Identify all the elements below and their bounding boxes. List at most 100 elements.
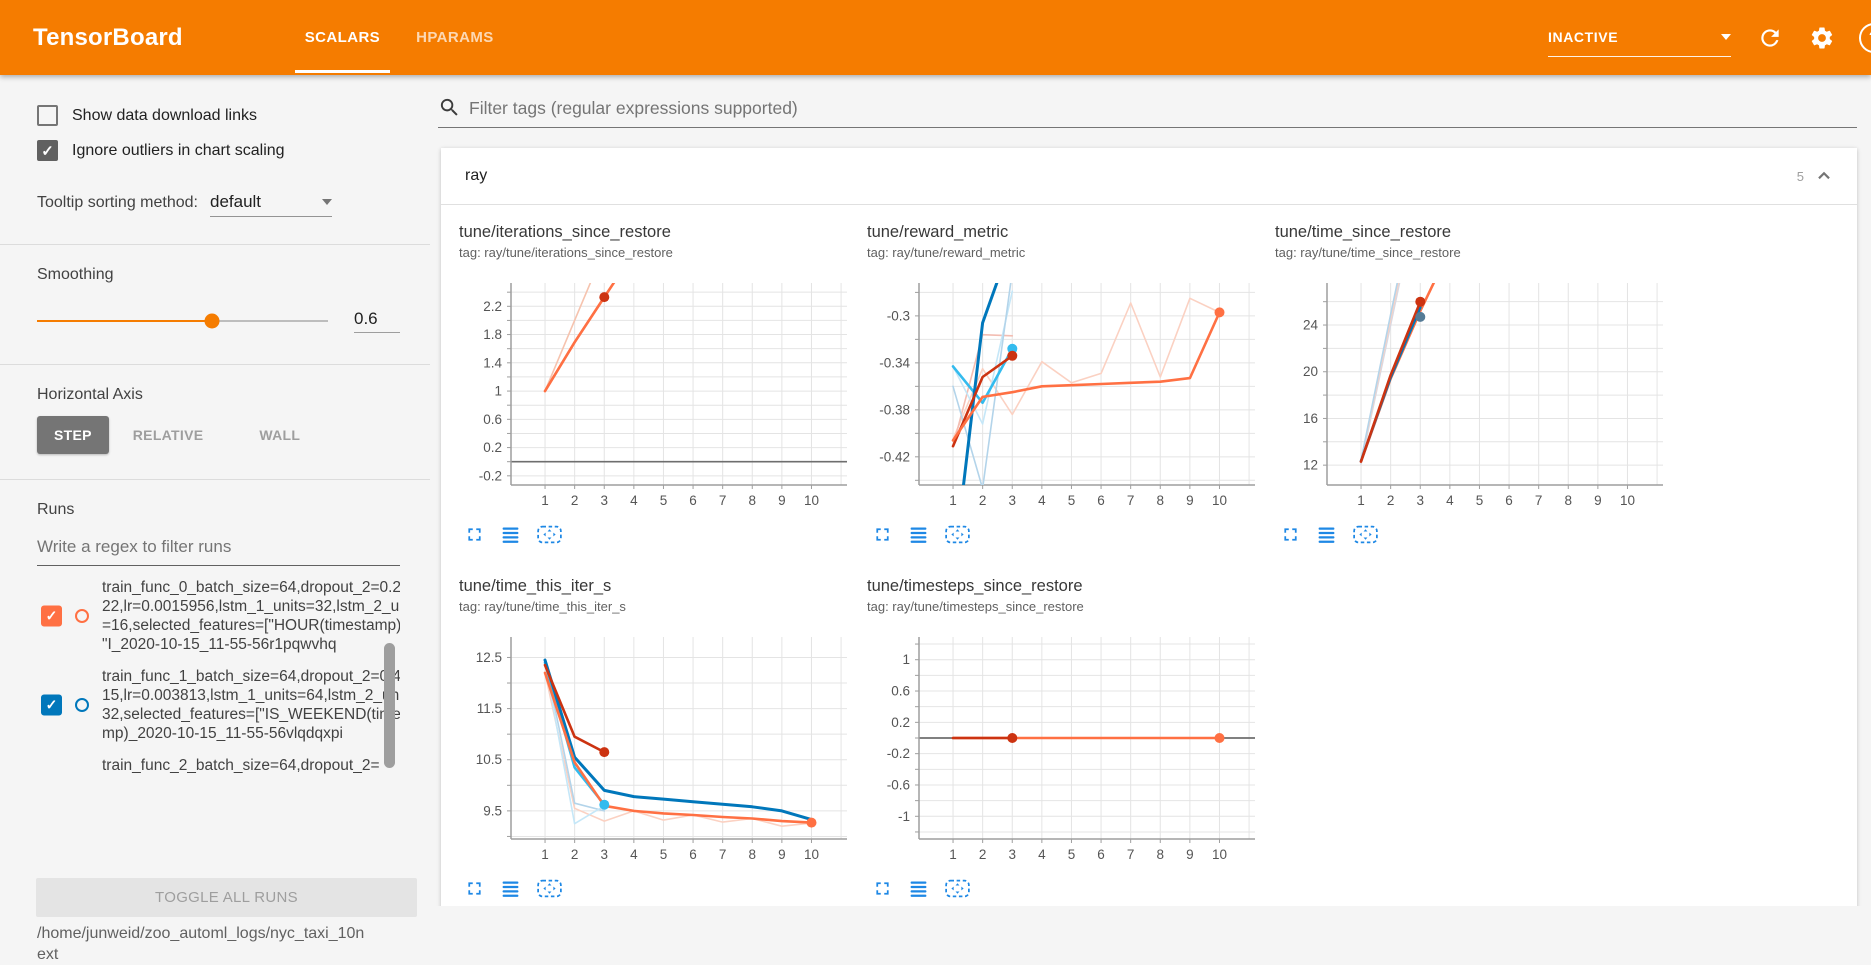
run-item[interactable]: train_func_2_batch_size=64,dropout_2= <box>37 756 400 775</box>
app-header: TensorBoard SCALARS HPARAMS INACTIVE ? <box>0 0 1871 75</box>
svg-text:3: 3 <box>1416 493 1424 508</box>
svg-text:6: 6 <box>1505 493 1513 508</box>
tag-group-name: ray <box>465 167 487 185</box>
run-item[interactable]: ✓ train_func_1_batch_size=64,dropout_2=0.… <box>37 667 400 743</box>
runs-selector-icon[interactable] <box>500 878 521 899</box>
axis-relative-button[interactable]: RELATIVE <box>117 416 220 454</box>
log-directory-path: /home/junweid/zoo_automl_logs/nyc_taxi_1… <box>37 923 367 965</box>
svg-text:20: 20 <box>1303 364 1318 379</box>
svg-text:16: 16 <box>1303 411 1318 426</box>
tooltip-sorting-dropdown[interactable]: default <box>210 192 332 217</box>
svg-text:0.2: 0.2 <box>483 440 502 455</box>
runs-filter-input[interactable] <box>37 533 400 566</box>
tag-group-count: 5 <box>1797 169 1804 184</box>
toggle-all-runs-button[interactable]: TOGGLE ALL RUNS <box>36 878 417 917</box>
chart-card: tune/iterations_since_restore tag: ray/tu… <box>459 223 853 545</box>
tooltip-sorting-value: default <box>210 192 261 212</box>
tab-hparams[interactable]: HPARAMS <box>398 0 512 75</box>
expand-chart-icon[interactable] <box>1280 524 1301 545</box>
svg-text:5: 5 <box>1068 847 1076 862</box>
svg-text:2: 2 <box>979 847 987 862</box>
refresh-icon[interactable] <box>1757 25 1783 51</box>
fit-domain-icon[interactable] <box>944 524 971 545</box>
run-radio[interactable] <box>75 609 89 623</box>
tag-group-header[interactable]: ray 5 <box>441 148 1857 205</box>
svg-text:9: 9 <box>778 847 786 862</box>
dropdown-caret-icon <box>1721 34 1731 40</box>
divider <box>0 244 430 245</box>
svg-text:8: 8 <box>1157 847 1165 862</box>
smoothing-value-input[interactable]: 0.6 <box>354 309 400 333</box>
axis-step-button[interactable]: STEP <box>37 416 109 454</box>
fit-domain-icon[interactable] <box>536 878 563 899</box>
tag-group-card: ray 5 tune/iterations_since_restore tag: … <box>441 148 1857 906</box>
search-icon <box>438 96 461 119</box>
axis-wall-button[interactable]: WALL <box>243 416 316 454</box>
fit-domain-icon[interactable] <box>536 524 563 545</box>
tab-scalars[interactable]: SCALARS <box>287 0 398 75</box>
runs-selector-icon[interactable] <box>500 524 521 545</box>
slider-fill <box>37 320 212 322</box>
runs-filter <box>37 533 400 566</box>
runs-selector-icon[interactable] <box>908 524 929 545</box>
expand-chart-icon[interactable] <box>464 524 485 545</box>
svg-text:1.8: 1.8 <box>483 327 502 342</box>
svg-text:1: 1 <box>949 847 957 862</box>
run-radio[interactable] <box>75 698 89 712</box>
svg-text:8: 8 <box>1565 493 1573 508</box>
run-checkbox[interactable]: ✓ <box>41 606 62 627</box>
svg-text:4: 4 <box>1446 493 1454 508</box>
chevron-down-icon <box>322 199 332 205</box>
svg-text:8: 8 <box>1157 493 1165 508</box>
runs-scrollbar[interactable] <box>384 643 395 768</box>
smoothing-control: 0.6 <box>37 309 400 333</box>
svg-text:-0.3: -0.3 <box>887 308 910 323</box>
run-name: train_func_1_batch_size=64,dropout_2=0.4… <box>102 667 400 743</box>
slider-thumb[interactable] <box>204 314 219 329</box>
chart-title: tune/timesteps_since_restore <box>867 577 1261 596</box>
svg-text:11.5: 11.5 <box>477 701 502 716</box>
svg-text:4: 4 <box>630 847 638 862</box>
gear-icon[interactable] <box>1809 25 1835 51</box>
expand-chart-icon[interactable] <box>872 878 893 899</box>
svg-text:6: 6 <box>1097 847 1105 862</box>
checkbox-unchecked-icon[interactable] <box>37 105 58 126</box>
svg-text:-0.38: -0.38 <box>879 402 910 417</box>
chart-toolbar <box>872 878 1261 899</box>
svg-text:4: 4 <box>1038 493 1046 508</box>
runs-selector-icon[interactable] <box>1316 524 1337 545</box>
chart-tag: tag: ray/tune/iterations_since_restore <box>459 245 853 260</box>
expand-chart-icon[interactable] <box>464 878 485 899</box>
data-status-dropdown[interactable]: INACTIVE <box>1548 29 1731 57</box>
chevron-up-icon[interactable] <box>1813 165 1835 187</box>
svg-text:1.4: 1.4 <box>483 355 502 370</box>
chart-title: tune/iterations_since_restore <box>459 223 853 242</box>
svg-text:10.5: 10.5 <box>476 752 502 767</box>
runs-selector-icon[interactable] <box>908 878 929 899</box>
expand-chart-icon[interactable] <box>872 524 893 545</box>
help-icon[interactable]: ? <box>1859 23 1871 53</box>
run-checkbox[interactable]: ✓ <box>41 695 62 716</box>
svg-text:1: 1 <box>902 652 910 667</box>
checkbox-checked-icon[interactable]: ✓ <box>37 140 58 161</box>
fit-domain-icon[interactable] <box>1352 524 1379 545</box>
svg-text:8: 8 <box>749 847 757 862</box>
tag-filter-input[interactable] <box>469 98 1857 121</box>
smoothing-slider[interactable] <box>37 320 328 322</box>
svg-text:9: 9 <box>1594 493 1602 508</box>
show-download-links-checkbox-row[interactable]: Show data download links <box>37 105 400 126</box>
main-content: ray 5 tune/iterations_since_restore tag: … <box>430 75 1871 906</box>
run-item[interactable]: ✓train_func_0_batch_size=64,dropout_2=0.… <box>37 578 400 654</box>
ignore-outliers-checkbox-row[interactable]: ✓ Ignore outliers in chart scaling <box>37 140 400 161</box>
status-label: INACTIVE <box>1548 29 1618 45</box>
svg-text:7: 7 <box>1535 493 1543 508</box>
fit-domain-icon[interactable] <box>944 878 971 899</box>
svg-text:3: 3 <box>1008 847 1016 862</box>
chart-title: tune/reward_metric <box>867 223 1261 242</box>
